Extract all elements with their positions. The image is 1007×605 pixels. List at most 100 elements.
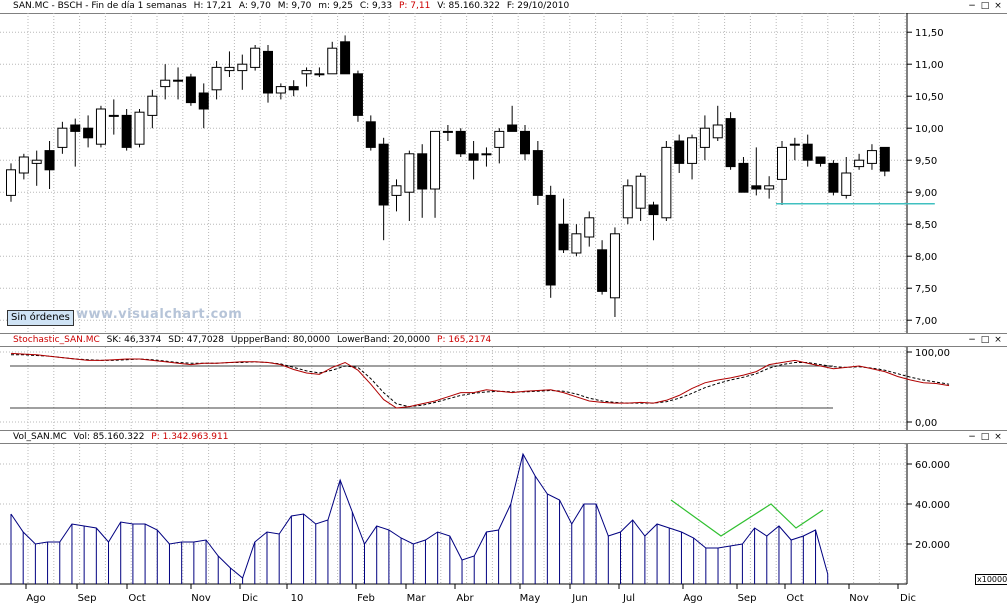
candle — [6, 169, 16, 196]
candle — [288, 86, 299, 91]
candle — [173, 79, 184, 82]
candle — [622, 185, 633, 219]
candle — [147, 95, 158, 116]
price-mid: M: 9,70 — [277, 1, 312, 11]
x-tick-label: May — [520, 593, 541, 604]
candle — [545, 194, 556, 286]
minimize-icon[interactable]: − — [968, 432, 976, 442]
stochastic-chart: 100,00 0,00 — [0, 347, 950, 430]
close-icon[interactable]: × — [994, 335, 1002, 345]
candle — [211, 66, 222, 91]
x-tick-label: Mar — [407, 593, 427, 604]
maximize-icon[interactable]: □ — [980, 335, 990, 345]
candle — [520, 130, 530, 155]
price-close: C: 9,33 — [359, 1, 393, 11]
candle — [725, 118, 736, 168]
y-tick-label: 7,00 — [915, 316, 937, 327]
volume-chart: 60.000 40.000 20.000 Ago Sep Oct Nov Dic 10 Feb Ma… — [0, 444, 950, 604]
x-tick-label: Ago — [26, 593, 45, 604]
candle — [185, 76, 196, 104]
orders-button[interactable]: Sin órdenes — [7, 310, 74, 326]
stoch-lower: LowerBand: 20,0000 — [336, 335, 431, 345]
pane-divider — [0, 443, 1007, 444]
minimize-icon[interactable]: − — [968, 335, 976, 345]
candle — [404, 153, 415, 193]
y-tick-label: 10,50 — [915, 92, 944, 103]
volume-line — [10, 452, 829, 579]
candle — [558, 223, 569, 251]
pane-divider — [0, 13, 1007, 14]
candle — [31, 159, 42, 164]
candle — [237, 63, 248, 72]
scale-factor: x10000 — [975, 574, 1007, 585]
x-tick-label: Oct — [786, 593, 803, 604]
minimize-icon[interactable]: − — [968, 1, 976, 11]
candle — [442, 130, 453, 133]
candle — [494, 130, 505, 148]
price-symbol: SAN.MC - BSCH - Fin de día 1 semanas — [13, 1, 187, 11]
candle — [352, 73, 363, 116]
maximize-icon[interactable]: □ — [980, 1, 990, 11]
candle — [712, 124, 723, 139]
candle — [327, 47, 338, 75]
candle — [391, 185, 402, 196]
x-tick-label: Nov — [191, 593, 211, 604]
stoch-upper: UppperBand: 80,0000 — [230, 335, 331, 345]
candle — [571, 233, 582, 254]
candle — [250, 47, 261, 68]
x-tick-label: Ago — [683, 593, 702, 604]
close-icon[interactable]: × — [994, 1, 1002, 11]
y-tick-label: 40.000 — [915, 500, 950, 511]
candle — [275, 86, 286, 94]
candle — [340, 41, 351, 75]
pane-divider — [0, 430, 1007, 431]
stoch-sk: SK: 46,3374 — [106, 335, 162, 345]
close-icon[interactable]: × — [994, 432, 1002, 442]
candle — [789, 143, 800, 146]
candle — [44, 150, 55, 171]
candle — [687, 137, 698, 164]
stoch-sk-line — [10, 352, 950, 409]
x-tick-label: Jul — [622, 593, 635, 604]
candle — [468, 153, 479, 161]
candle — [635, 175, 646, 209]
y-tick-label: 100,00 — [915, 348, 950, 359]
candle — [879, 146, 890, 172]
candle — [314, 73, 325, 76]
candle — [121, 114, 132, 148]
candle — [160, 79, 171, 88]
candle — [263, 50, 273, 94]
stoch-p: P: 165,2174 — [437, 335, 492, 345]
candle — [134, 111, 145, 145]
candle — [83, 127, 94, 139]
x-tick-label: Dic — [242, 593, 258, 604]
stoch-sd-line — [11, 354, 950, 408]
y-tick-label: 9,50 — [915, 156, 937, 167]
candle — [507, 124, 518, 132]
candle — [417, 153, 428, 190]
candle — [430, 130, 441, 190]
x-tick-label: Sep — [738, 593, 757, 604]
candle — [699, 127, 710, 148]
candle — [95, 108, 106, 145]
candle — [841, 172, 852, 196]
candle — [802, 143, 813, 161]
x-tick-label: Feb — [357, 593, 375, 604]
candle — [738, 162, 749, 193]
y-tick-label: 10,00 — [915, 124, 944, 135]
watermark: www.visualchart.com — [76, 307, 243, 322]
candle — [108, 114, 119, 117]
maximize-icon[interactable]: □ — [980, 432, 990, 442]
y-tick-label: 8,50 — [915, 220, 937, 231]
vol-value: Vol: 85.160.322 — [73, 432, 145, 442]
y-tick-label: 8,00 — [915, 252, 937, 263]
price-volume: V: 85.160.322 — [437, 1, 501, 11]
stoch-sd: SD: 47,7028 — [168, 335, 225, 345]
y-tick-label: 11,50 — [915, 28, 944, 39]
x-tick-label: Abr — [456, 593, 474, 604]
x-tick-label: Oct — [128, 593, 145, 604]
x-tick-label: Jun — [571, 593, 588, 604]
price-change: P: 7,11 — [398, 1, 431, 11]
candle — [854, 159, 865, 168]
divergence-line — [670, 499, 824, 537]
